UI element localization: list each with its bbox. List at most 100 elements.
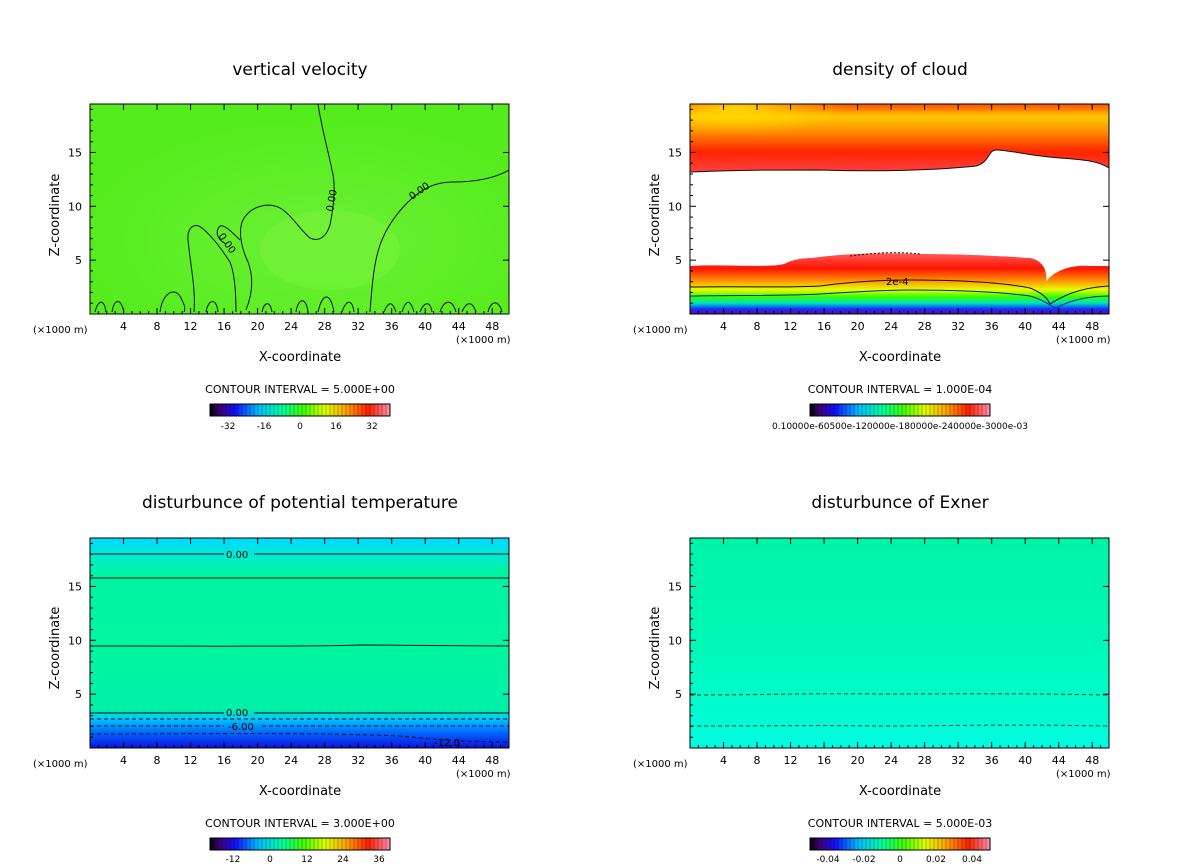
x-tick-label: 8 xyxy=(154,320,161,333)
x-tick-label: 48 xyxy=(485,320,499,333)
field-fill xyxy=(690,538,1109,748)
y-tick-label: 10 xyxy=(68,200,82,213)
x-tick-label: 4 xyxy=(120,754,127,767)
contour-interval: CONTOUR INTERVAL = 3.000E+00 xyxy=(205,817,395,830)
y-tick-label: 15 xyxy=(68,146,82,159)
contour-label: 0.00 xyxy=(226,708,248,719)
x-unit-label: (×1000 m) xyxy=(33,759,88,770)
x-tick-label: 12 xyxy=(184,754,198,767)
colorbar-tick: 0 xyxy=(897,855,903,865)
x-tick-label: 4 xyxy=(120,320,127,333)
y-tick-label: 5 xyxy=(75,688,82,701)
upper-cloud-core xyxy=(690,104,900,148)
x-axis-label: X-coordinate xyxy=(259,784,341,799)
x-tick-label: 44 xyxy=(452,754,466,767)
x-tick-label: 28 xyxy=(918,320,932,333)
x-tick-label: 20 xyxy=(251,320,265,333)
x-tick-label: 4 xyxy=(720,754,727,767)
contour-label: 2e-4 xyxy=(886,277,909,288)
colorbar-tick: 0.04 xyxy=(962,855,982,865)
y-tick-label: 5 xyxy=(675,688,682,701)
x-unit-label: (×1000 m) xyxy=(456,769,511,780)
x-tick-label: 32 xyxy=(951,320,965,333)
lower-cloud-band xyxy=(690,253,1109,314)
colorbar-tick: -0.02 xyxy=(852,855,875,865)
x-unit-label: (×1000 m) xyxy=(1056,769,1111,780)
x-tick-label: 36 xyxy=(385,754,399,767)
x-tick-label: 36 xyxy=(985,320,999,333)
colorbar xyxy=(809,837,991,851)
colorbar-tick: 0 xyxy=(267,855,273,865)
contour-lines xyxy=(90,553,509,743)
x-tick-label: 48 xyxy=(485,754,499,767)
x-tick-label: 40 xyxy=(1018,754,1032,767)
x-unit-label: (×1000 m) xyxy=(1056,335,1111,346)
chart-title: disturbunce of potential temperature xyxy=(142,493,458,513)
x-axis-label: X-coordinate xyxy=(859,784,941,799)
y-axis-label: Z-coordinate xyxy=(48,607,63,690)
x-tick-label: 48 xyxy=(1085,754,1099,767)
contour-lines xyxy=(94,104,509,313)
colorbar-tick: -32 xyxy=(221,422,236,432)
x-tick-label: 8 xyxy=(754,754,761,767)
x-unit-label: (×1000 m) xyxy=(633,325,688,336)
y-tick-label: 10 xyxy=(68,634,82,647)
x-tick-label: 40 xyxy=(418,320,432,333)
x-tick-label: 28 xyxy=(918,754,932,767)
x-tick-label: 24 xyxy=(284,754,298,767)
colorbar-tick: 24 xyxy=(337,855,349,865)
colorbar xyxy=(809,403,991,417)
x-tick-label: 40 xyxy=(1018,320,1032,333)
colorbar-tick: 16 xyxy=(330,422,342,432)
x-tick-label: 16 xyxy=(217,320,231,333)
x-tick-label: 44 xyxy=(1052,754,1066,767)
colorbar-ticks: -12 0 12 24 36 xyxy=(226,855,385,865)
y-tick-label: 5 xyxy=(675,254,682,267)
x-tick-label: 12 xyxy=(784,320,798,333)
chart-title: disturbunce of Exner xyxy=(811,493,988,513)
colorbar-ticks: -32 -16 0 16 32 xyxy=(221,422,378,432)
panel-potential-temperature: disturbunce of potential temperature 0.0… xyxy=(33,493,511,865)
panel-vertical-velocity: vertical velocity 0.00 0.00 0.00 4 8 12 16 2… xyxy=(33,60,511,432)
x-unit-label: (×1000 m) xyxy=(633,759,688,770)
contour-interval: CONTOUR INTERVAL = 5.000E+00 xyxy=(205,383,395,396)
colorbar-tick: 36 xyxy=(373,855,385,865)
contour-lines xyxy=(690,149,1109,309)
colorbar-tick: 12 xyxy=(301,855,312,865)
x-tick-label: 28 xyxy=(318,320,332,333)
x-tick-label: 16 xyxy=(817,320,831,333)
x-axis-label: X-coordinate xyxy=(259,350,341,365)
x-tick-label: 40 xyxy=(418,754,432,767)
colorbar-tick: -0.04 xyxy=(816,855,840,865)
x-tick-label: 20 xyxy=(851,754,865,767)
panel-exner: disturbunce of Exner 4 8 12 16 20 24 28 32 36 40 4… xyxy=(633,493,1111,865)
x-tick-label: 28 xyxy=(318,754,332,767)
y-tick-label: 5 xyxy=(75,254,82,267)
colorbar-tick: 32 xyxy=(366,422,377,432)
x-axis-label: X-coordinate xyxy=(859,350,941,365)
colorbar-tick: 0 xyxy=(297,422,303,432)
x-tick-label: 24 xyxy=(884,320,898,333)
y-tick-label: 15 xyxy=(668,146,682,159)
x-tick-label: 20 xyxy=(251,754,265,767)
contour-label: -6.00 xyxy=(228,722,254,733)
y-tick-label: 10 xyxy=(668,200,682,213)
y-tick-label: 15 xyxy=(68,580,82,593)
colorbar-tick: -16 xyxy=(257,422,272,432)
x-tick-label: 8 xyxy=(754,320,761,333)
y-axis-label: Z-coordinate xyxy=(648,607,663,690)
x-tick-label: 16 xyxy=(217,754,231,767)
colorbar-tick: -12 xyxy=(226,855,241,865)
x-tick-label: 16 xyxy=(817,754,831,767)
x-tick-label: 4 xyxy=(720,320,727,333)
x-tick-label: 32 xyxy=(351,754,365,767)
contour-label: 0.00 xyxy=(226,550,248,561)
contour-label: 0.00 xyxy=(325,189,340,213)
colorbar xyxy=(209,837,391,851)
y-axis-label: Z-coordinate xyxy=(48,174,63,257)
colorbar xyxy=(209,403,391,417)
